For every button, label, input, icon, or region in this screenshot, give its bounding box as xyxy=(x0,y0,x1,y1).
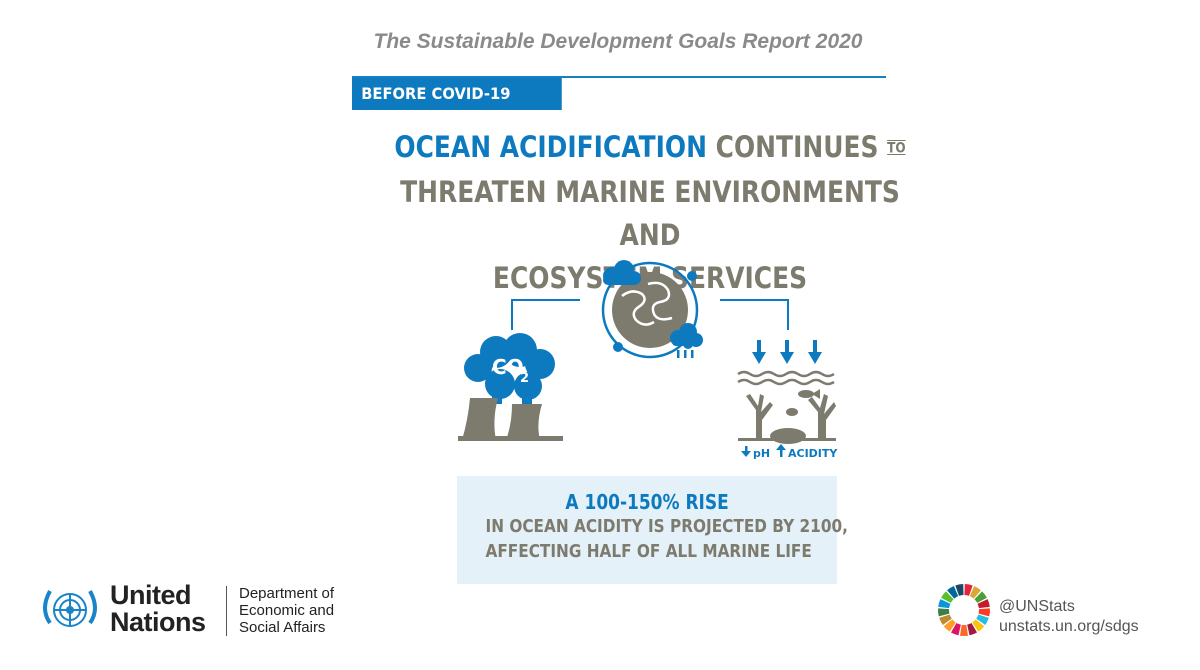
headline-highlight: OCEAN ACIDIFICATION xyxy=(394,130,707,164)
header-rule xyxy=(352,76,886,78)
acidity-label: ACIDITY xyxy=(788,447,838,460)
sdg-wheel-segment xyxy=(955,584,964,596)
report-title: The Sustainable Development Goals Report… xyxy=(373,30,863,53)
fact-headline: A 100-150% RISE xyxy=(565,490,729,514)
unstats-contact: @UNStats unstats.un.org/sdgs xyxy=(999,597,1139,637)
sdg-wheel-segment xyxy=(978,608,990,617)
factory-co2-icon: CO 2 xyxy=(458,333,563,441)
desa-line3: Social Affairs xyxy=(239,619,326,636)
desa-line2: Economic and xyxy=(239,602,335,619)
sdg-wheel-segment xyxy=(939,614,952,626)
sdg-wheel-segment xyxy=(967,622,978,636)
un-line2: Nations xyxy=(110,607,206,637)
sdg-wheel-segment xyxy=(943,619,956,632)
un-emblem-icon xyxy=(43,590,97,627)
sdg-wheel-icon xyxy=(938,584,990,636)
headline-to: TO xyxy=(887,140,906,157)
fact-line2: AFFECTING HALF OF ALL MARINE LIFE xyxy=(485,541,812,562)
sdg-wheel-segment xyxy=(938,608,950,617)
sdg-wheel-segment xyxy=(950,622,961,636)
ocean-acidity-icon: pH ACIDITY xyxy=(737,340,838,460)
headline: OCEAN ACIDIFICATION CONTINUES TO THREATE… xyxy=(360,126,940,300)
unstats-handle: @UNStats xyxy=(999,598,1075,615)
sdg-wheel-segment xyxy=(938,599,951,609)
sdg-wheel-segment xyxy=(964,584,973,596)
sdg-wheel-segment xyxy=(959,624,969,636)
fact-box: A 100-150% RISE IN OCEAN ACIDITY IS PROJ… xyxy=(457,476,848,584)
sdg-wheel-segment xyxy=(972,619,985,632)
sdg-wheel-segment xyxy=(974,591,987,603)
sdg-wheel-segment xyxy=(941,591,954,603)
before-covid-badge: BEFORE COVID-19 xyxy=(352,78,562,110)
desa-label: Department of Economic and Social Affair… xyxy=(239,585,334,636)
sdg-wheel-segment xyxy=(947,586,959,599)
desa-line1: Department of xyxy=(239,585,335,602)
un-line1: United xyxy=(110,580,191,610)
connector-lines xyxy=(511,299,789,330)
acidification-illustration: CO 2 pH ACIDITY xyxy=(458,260,838,460)
fact-line1: IN OCEAN ACIDITY IS PROJECTED BY 2100, xyxy=(485,516,848,537)
earth-cycle-icon xyxy=(601,260,703,359)
co2-subscript: 2 xyxy=(520,371,529,386)
footer-divider xyxy=(226,586,227,636)
sdg-wheel-segment xyxy=(977,599,990,609)
sdg-wheel-segment xyxy=(969,586,981,599)
sdg-wheel-segment xyxy=(976,614,989,626)
unstats-url: unstats.un.org/sdgs xyxy=(999,618,1139,635)
co2-label: CO xyxy=(492,355,524,379)
headline-line2: THREATEN MARINE ENVIRONMENTS AND xyxy=(400,174,900,252)
headline-part1: CONTINUES xyxy=(715,130,879,164)
un-wordmark: United Nations xyxy=(110,582,206,636)
ph-label: pH xyxy=(753,447,770,460)
